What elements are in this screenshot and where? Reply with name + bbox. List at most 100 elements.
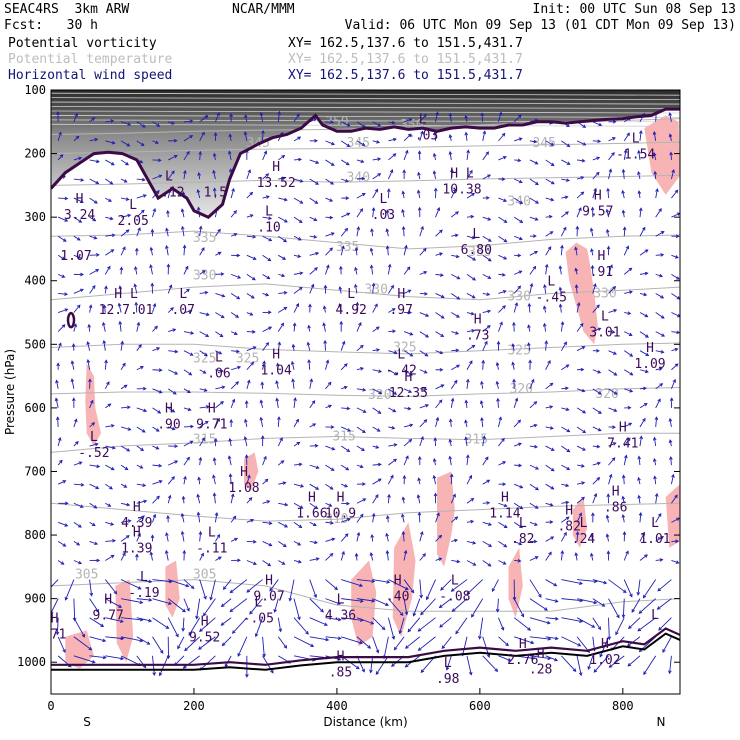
- wind-vector: [560, 321, 564, 332]
- wind-vector-head: [612, 425, 616, 429]
- wind-vector-head: [110, 119, 115, 123]
- wind-vector: [356, 498, 366, 504]
- wind-vector: [529, 636, 551, 640]
- wind-vector: [403, 550, 407, 561]
- wind-vector-head: [175, 633, 179, 638]
- wind-vector-head: [197, 171, 201, 176]
- wind-vector: [529, 197, 539, 204]
- wind-vector: [609, 655, 625, 668]
- field-xy-pv: XY= 162.5,137.6 to 151.5,431.7: [288, 36, 523, 51]
- wind-vector-head: [125, 197, 130, 201]
- fcst-value: 30 h: [66, 18, 98, 33]
- wind-vector-head: [392, 329, 397, 334]
- wind-vector-head: [578, 672, 583, 677]
- theta-label: 305: [193, 567, 216, 582]
- wind-vector-head: [46, 589, 49, 592]
- wind-vector: [104, 286, 107, 294]
- wind-vector: [183, 407, 191, 411]
- wind-vector-head: [338, 303, 342, 307]
- wind-vector: [73, 178, 84, 181]
- wind-vector-head: [56, 362, 60, 367]
- wind-vector-head: [315, 465, 320, 470]
- wind-vector-head: [156, 123, 161, 127]
- wind-vector: [136, 344, 142, 351]
- wind-vector: [482, 436, 485, 447]
- wind-vector-head: [80, 178, 85, 182]
- wind-vector-head: [391, 635, 396, 640]
- wind-vector-head: [549, 503, 554, 507]
- wind-vector-head: [158, 368, 163, 372]
- wind-vector: [120, 384, 128, 390]
- wind-vector-head: [566, 123, 570, 127]
- hl-value: .10: [257, 221, 280, 236]
- wind-vector-head: [268, 216, 273, 220]
- wind-vector: [529, 579, 542, 598]
- wind-vector: [576, 617, 595, 628]
- wind-vector-head: [639, 435, 643, 440]
- wind-vector-head: [628, 625, 632, 630]
- wind-vector: [435, 535, 442, 542]
- wind-vector-head: [565, 364, 570, 368]
- wind-vector: [152, 140, 159, 144]
- wind-vector-head: [416, 189, 421, 194]
- wind-vector-head: [273, 608, 277, 613]
- wind-vector-head: [217, 556, 222, 560]
- wind-vector-head: [628, 332, 633, 336]
- wind-vector-head: [487, 563, 492, 567]
- wind-vector-head: [184, 647, 188, 652]
- wind-vector-head: [174, 371, 179, 375]
- wind-vector: [466, 293, 476, 299]
- wind-vector: [152, 464, 162, 467]
- wind-vector: [355, 553, 358, 561]
- wind-vector: [639, 227, 646, 237]
- wind-vector-head: [370, 533, 374, 538]
- wind-vector-head: [456, 314, 460, 318]
- wind-vector: [309, 483, 319, 490]
- wind-vector: [655, 383, 663, 390]
- wind-vector-head: [205, 312, 210, 317]
- wind-vector-head: [439, 229, 443, 234]
- theta-label: 330: [593, 286, 616, 301]
- wind-vector-head: [547, 359, 551, 364]
- wind-vector: [196, 598, 201, 619]
- wind-vector: [232, 617, 248, 634]
- wind-vector-head: [200, 552, 204, 557]
- wind-vector-head: [268, 521, 273, 525]
- wind-vector-head: [209, 596, 213, 601]
- wind-vector-head: [266, 275, 271, 280]
- wind-vector: [199, 132, 205, 142]
- wind-vector: [639, 403, 648, 409]
- wind-vector: [590, 534, 594, 542]
- wind-vector: [214, 438, 217, 447]
- wind-vector: [403, 245, 407, 256]
- wind-vector: [482, 502, 490, 504]
- wind-vector-head: [344, 484, 349, 488]
- wind-vector: [462, 636, 468, 656]
- wind-vector: [545, 406, 553, 409]
- wind-vector-head: [405, 586, 409, 590]
- wind-vector-head: [261, 129, 265, 134]
- wind-vector-head: [420, 530, 424, 535]
- wind-vector-head: [122, 362, 126, 367]
- wind-vector-head: [297, 616, 301, 621]
- x-tick-label: 200: [183, 699, 205, 713]
- wind-vector-head: [143, 408, 148, 413]
- wind-vector-head: [404, 645, 409, 649]
- wind-vector-head: [389, 169, 394, 173]
- wind-vector: [639, 598, 656, 614]
- wind-vector-head: [167, 494, 172, 499]
- wind-vector: [183, 350, 194, 356]
- wind-vector: [576, 426, 586, 433]
- hl-letter: H: [474, 313, 482, 328]
- wind-vector: [105, 445, 116, 449]
- wind-vector: [466, 360, 473, 370]
- wind-vector-head: [468, 671, 473, 676]
- wind-vector: [340, 341, 345, 351]
- wind-vector: [417, 494, 421, 504]
- wind-vector: [450, 494, 456, 504]
- wind-vector-head: [550, 467, 555, 472]
- wind-vector-head: [201, 270, 206, 274]
- wind-vector: [482, 325, 491, 332]
- wind-vector-head: [262, 653, 266, 658]
- wind-vector-head: [158, 672, 163, 677]
